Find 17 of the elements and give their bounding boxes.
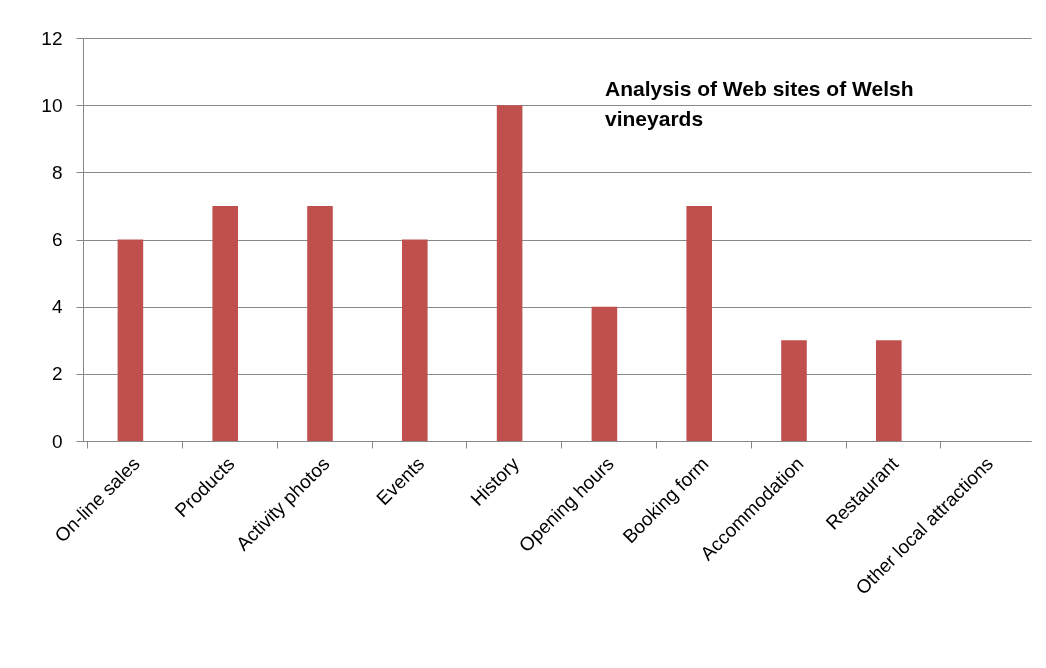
y-tick-label: 10 bbox=[41, 94, 63, 116]
bar bbox=[307, 205, 333, 441]
bar bbox=[212, 205, 238, 441]
y-tick-label: 2 bbox=[51, 363, 63, 385]
text: Analysis of Web sites of Welsh vineyards bbox=[605, 77, 914, 130]
bar bbox=[496, 105, 523, 441]
bar bbox=[876, 340, 902, 441]
bar bbox=[781, 340, 807, 441]
bar bbox=[402, 239, 428, 441]
y-tick-label: 12 bbox=[41, 27, 63, 49]
y-tick-label: 6 bbox=[51, 229, 63, 250]
y-tick-label: 8 bbox=[51, 161, 63, 183]
bar bbox=[686, 205, 712, 441]
y-tick-label: 0 bbox=[51, 430, 63, 452]
y-tick-label: 4 bbox=[51, 296, 63, 318]
bar bbox=[117, 239, 144, 441]
bar bbox=[591, 306, 618, 441]
